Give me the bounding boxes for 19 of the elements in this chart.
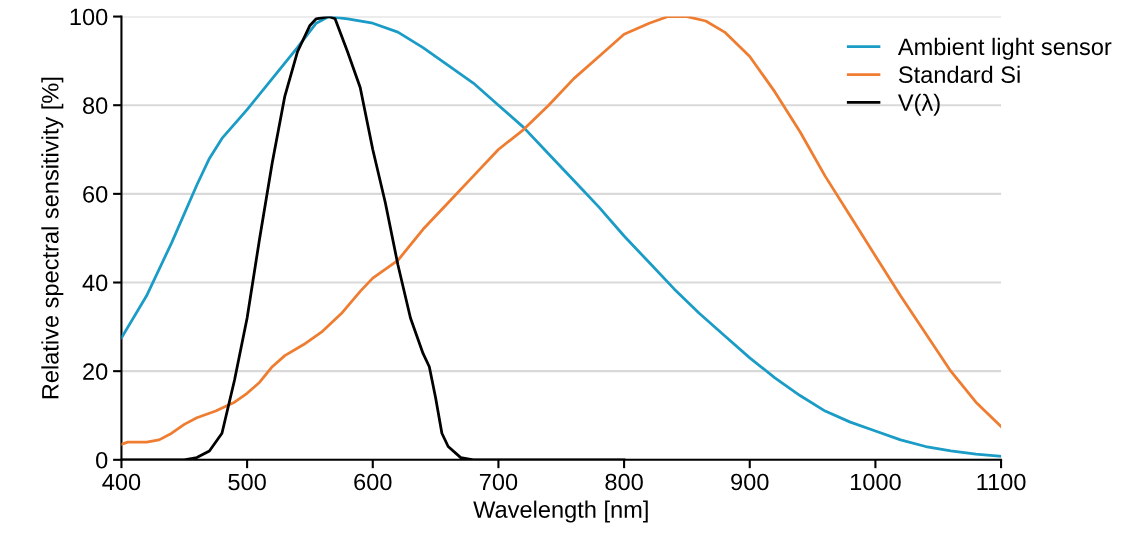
legend-label: Standard Si [898, 65, 1020, 84]
x-axis-title: Wavelength [nm] [473, 500, 648, 523]
y-tick-label: 100 [70, 8, 108, 26]
legend-label: Ambient light sensor [897, 37, 1112, 60]
y-tick-label: 60 [83, 185, 108, 203]
y-tick-label: 40 [82, 274, 108, 292]
legend-label: V(λ) [897, 93, 940, 116]
x-tick-label: 700 [479, 473, 518, 491]
x-tick-label: 600 [354, 473, 392, 491]
x-tick-label: 900 [731, 473, 769, 491]
y-tick-label: 20 [83, 363, 108, 380]
x-tick-label: 400 [102, 473, 141, 491]
y-axis-title: Relative spectral sensitivity [%] [41, 77, 64, 399]
x-tick-label: 800 [605, 473, 643, 491]
y-tick-label: 0 [96, 451, 108, 469]
x-tick-label: 1000 [850, 473, 901, 491]
x-tick-label: 500 [228, 473, 266, 491]
y-tick-label: 80 [83, 97, 108, 114]
x-tick-label: 1100 [977, 473, 1026, 491]
